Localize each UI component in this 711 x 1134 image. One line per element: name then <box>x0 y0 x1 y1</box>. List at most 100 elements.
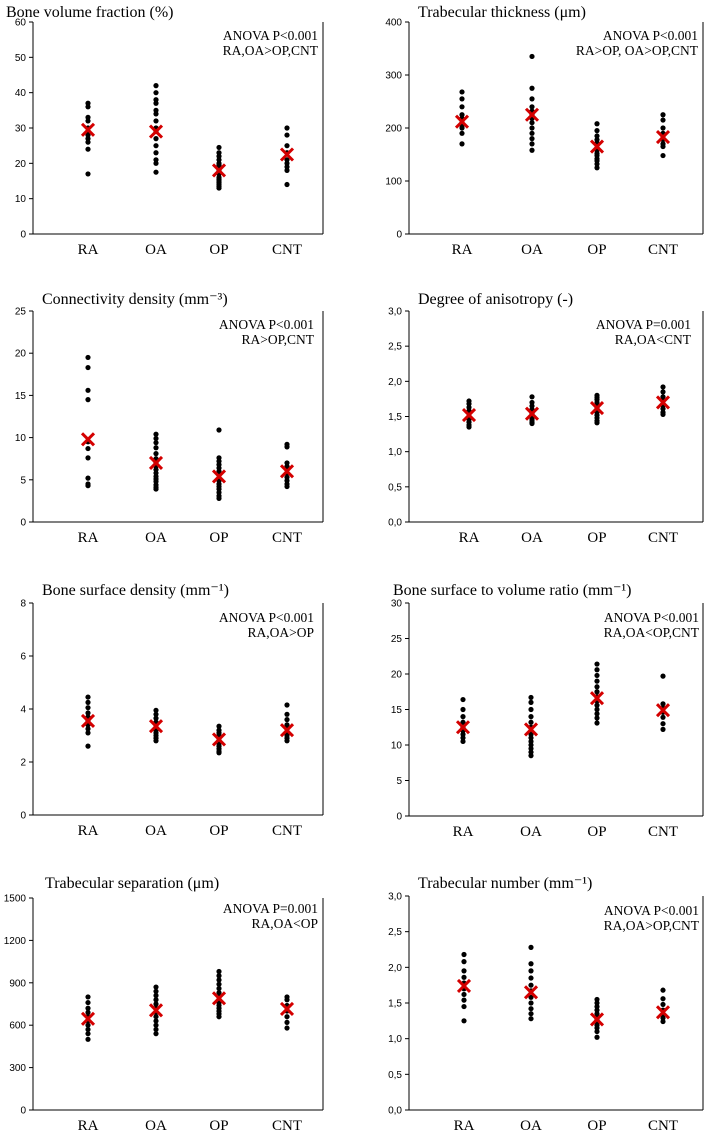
data-point <box>153 160 159 166</box>
mean-marker-stroke <box>148 1003 164 1018</box>
data-point <box>153 451 159 457</box>
data-point <box>284 181 290 188</box>
mean-marker-stroke <box>655 703 671 718</box>
data-point <box>528 1011 534 1017</box>
data-point <box>660 1015 666 1021</box>
data-point <box>594 128 600 134</box>
y-tick-label: 1500 <box>4 894 27 905</box>
x-tick-label: CNT <box>648 242 678 258</box>
data-point <box>660 389 666 395</box>
data-point <box>528 968 534 974</box>
mean-marker-stroke <box>455 720 471 735</box>
y-tick-label: 15 <box>391 705 403 716</box>
y-tick-label: 25 <box>391 634 403 645</box>
x-tick-label: OP <box>209 242 228 258</box>
x-tick-label: CNT <box>648 530 678 546</box>
panel-title: Bone surface density (mm⁻¹) <box>42 582 229 599</box>
x-tick-label: OP <box>587 824 606 840</box>
data-point <box>594 996 600 1003</box>
mean-marker-stroke <box>456 978 472 993</box>
mean-marker <box>524 406 540 421</box>
data-point <box>153 997 159 1003</box>
mean-marker-stroke <box>80 432 96 447</box>
y-tick-label: 20 <box>15 159 27 170</box>
y-tick-label: 2,0 <box>388 377 402 388</box>
mean-marker <box>279 723 295 738</box>
data-point <box>660 112 666 118</box>
mean-marker-stroke <box>589 400 605 416</box>
y-tick-label: 0 <box>20 230 26 241</box>
panel-title: Trabecular thickness (μm) <box>418 4 586 21</box>
data-point <box>528 714 534 720</box>
mean-marker <box>148 455 164 470</box>
y-tick-label: 0 <box>20 518 26 529</box>
y-tick-label: 4 <box>20 705 26 716</box>
panel-trabecular-thickness: Trabecular thickness (μm) ANOVA P<0.001 … <box>385 4 704 258</box>
x-tick-label: CNT <box>272 530 302 546</box>
data-point <box>660 714 666 720</box>
mean-marker <box>148 719 164 734</box>
panel-title: Bone surface to volume ratio (mm⁻¹) <box>393 582 632 599</box>
data-point <box>85 354 91 361</box>
data-point <box>284 722 290 728</box>
data-point <box>85 483 91 489</box>
x-tick-label: RA <box>78 823 99 839</box>
data-point <box>153 1031 159 1037</box>
data-point <box>85 994 91 1000</box>
data-point <box>85 999 91 1006</box>
mean-marker <box>589 691 605 706</box>
x-tick-label: OP <box>209 1118 228 1134</box>
y-tick-label: 1,0 <box>388 447 402 458</box>
data-point <box>85 139 91 145</box>
mean-marker-stroke <box>80 713 96 728</box>
x-tick-label: OA <box>145 530 167 546</box>
data-point <box>594 667 600 673</box>
data-point <box>284 997 290 1003</box>
data-point <box>528 1016 534 1022</box>
data-point <box>153 707 159 713</box>
data-point <box>85 1005 91 1011</box>
data-point <box>594 684 600 690</box>
mean-marker-stroke <box>589 691 605 706</box>
data-point <box>660 721 666 727</box>
data-point <box>85 726 91 732</box>
data-point <box>594 715 600 721</box>
mean-marker <box>589 1012 605 1027</box>
data-point <box>216 973 222 979</box>
axes: 0,0 0,5 1,0 1,5 2,0 2,5 3,0 RA OA OP CNT <box>388 307 704 546</box>
x-tick-label: OA <box>520 824 542 840</box>
y-tick-label: 60 <box>15 18 27 29</box>
axes: 0 5 10 15 20 25 30 RA OA OP CNT <box>391 599 704 840</box>
x-tick-label: OA <box>521 242 543 258</box>
mean-marker-stroke <box>655 1005 671 1020</box>
data-point <box>594 1003 600 1010</box>
data-points <box>461 944 666 1040</box>
data-points <box>460 661 666 759</box>
data-point <box>660 1001 666 1008</box>
data-point <box>216 985 222 992</box>
data-point <box>660 117 666 123</box>
data-point <box>284 1025 290 1031</box>
data-point <box>529 141 535 147</box>
data-point <box>594 1028 600 1035</box>
data-point <box>459 89 465 95</box>
data-point <box>594 1007 600 1013</box>
x-tick-label: OP <box>209 823 228 839</box>
anova-annotation: ANOVA P<0.001 <box>604 903 699 918</box>
data-point <box>460 738 466 745</box>
data-point <box>284 132 290 138</box>
mean-marker-stroke <box>211 469 227 484</box>
data-point <box>153 83 159 89</box>
data-point <box>284 125 290 131</box>
mean-marker-stroke <box>523 722 539 737</box>
y-tick-label: 0 <box>20 811 26 822</box>
mean-marker-stroke <box>524 406 540 421</box>
data-point <box>528 706 534 713</box>
y-tick-label: 30 <box>391 599 403 610</box>
data-point <box>85 146 91 152</box>
data-point <box>153 1014 159 1020</box>
mean-marker <box>524 107 540 122</box>
mean-marker-stroke <box>279 147 295 162</box>
x-tick-label: RA <box>453 824 474 840</box>
y-tick-label: 0 <box>396 230 402 241</box>
